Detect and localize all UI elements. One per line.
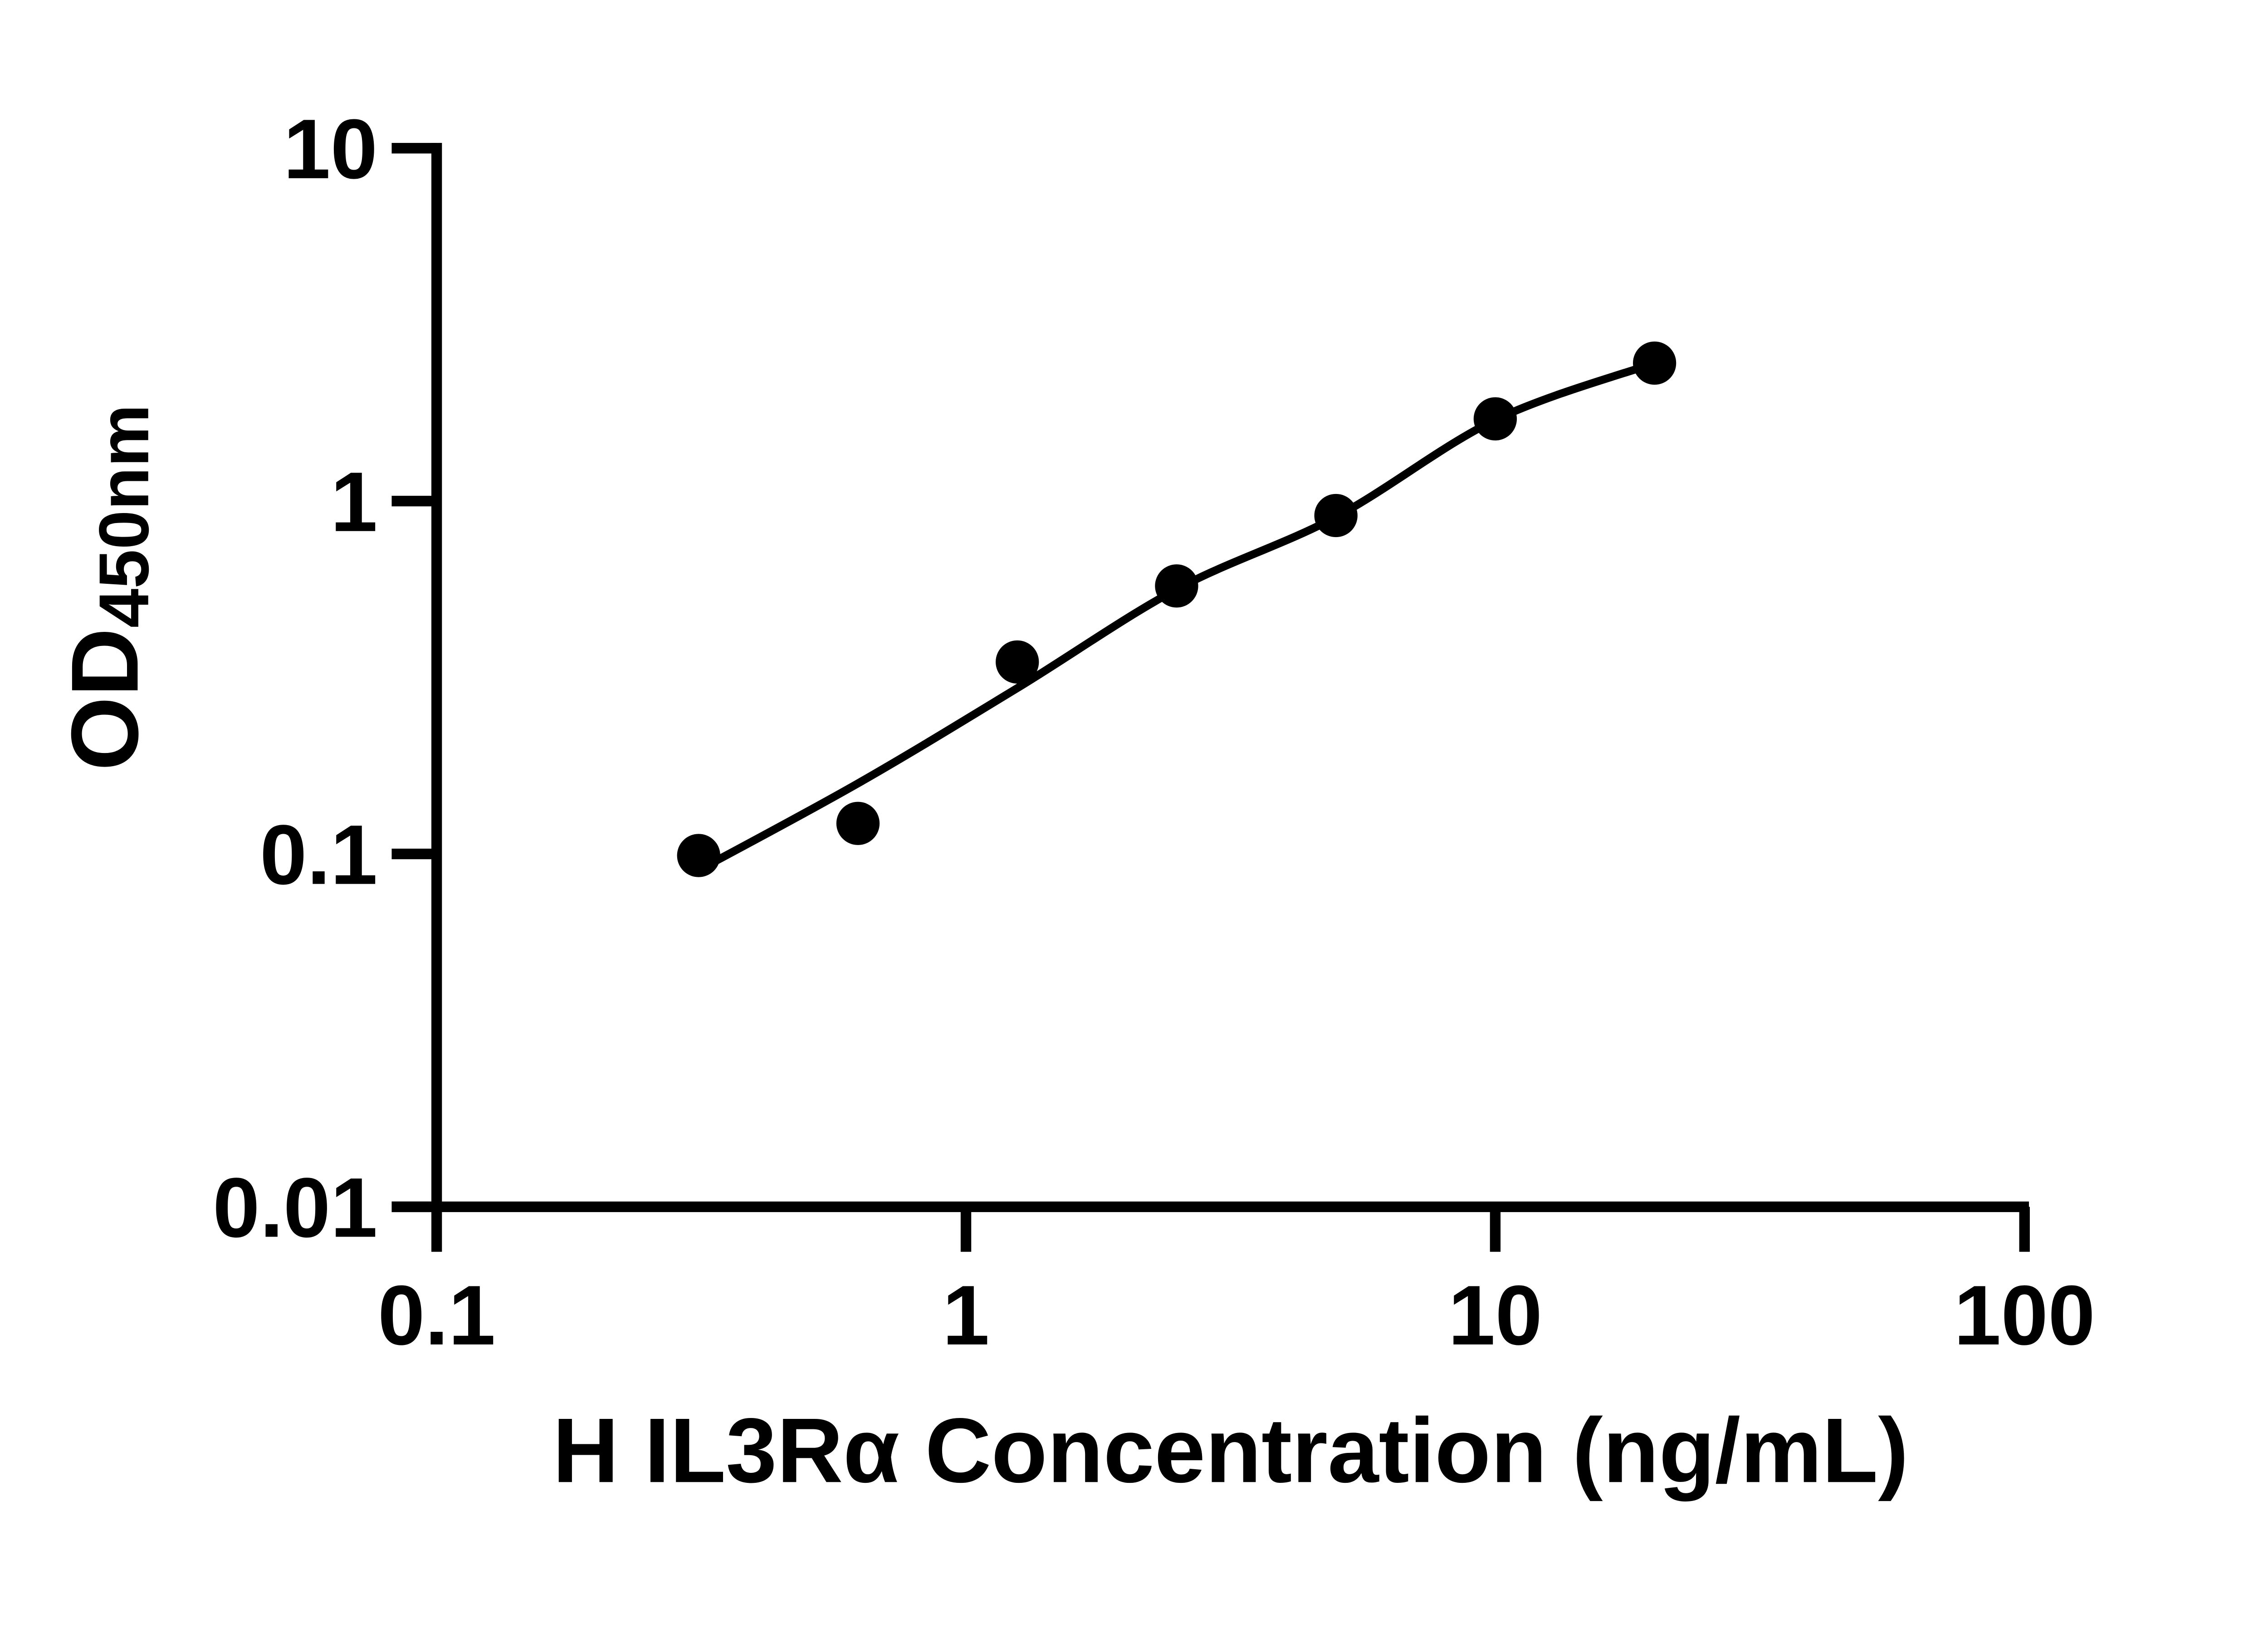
- data-point: [1314, 494, 1358, 538]
- y-axis-line: [431, 143, 442, 1213]
- data-series: [677, 341, 1677, 877]
- y-tick-mark: [391, 495, 437, 507]
- y-tick-mark: [391, 1201, 437, 1213]
- y-tick-mark: [391, 848, 437, 860]
- y-tick-mark: [391, 143, 437, 154]
- x-tick-mark: [1490, 1207, 1501, 1252]
- elisa-standard-curve-figure: 0.1 1 10 100 10 1 0.1 0.01 H IL3Rα Concentratio…: [51, 101, 2095, 1502]
- x-tick-mark: [2019, 1207, 2030, 1252]
- axes: [391, 143, 2029, 1213]
- x-axis-line: [391, 1201, 2029, 1213]
- y-tick-label: 1: [331, 455, 378, 549]
- x-tick-mark: [431, 1207, 442, 1252]
- data-point: [996, 640, 1039, 684]
- y-axis-title: OD450nm: [51, 404, 163, 771]
- data-point: [1633, 341, 1677, 385]
- y-tick-label: 0.01: [213, 1160, 377, 1255]
- y-axis-title-main: OD: [51, 628, 158, 771]
- y-tick-label: 0.1: [260, 807, 378, 902]
- fit-curve: [692, 359, 1659, 876]
- x-axis-title: H IL3Rα Concentration (ng/mL): [552, 1399, 1908, 1501]
- y-tick-label: 10: [284, 102, 378, 196]
- x-tick-label: 0.1: [378, 1268, 496, 1363]
- data-point: [1155, 564, 1198, 608]
- data-point: [1473, 397, 1517, 441]
- data-point: [677, 834, 720, 877]
- y-axis-title-subscript: 450nm: [84, 404, 163, 628]
- data-point: [836, 802, 880, 845]
- x-tick-label: 10: [1448, 1268, 1543, 1363]
- x-tick-label: 100: [1954, 1268, 2095, 1363]
- x-tick-label: 1: [943, 1268, 990, 1363]
- tick-marks: [391, 143, 2030, 1252]
- x-tick-mark: [960, 1207, 972, 1252]
